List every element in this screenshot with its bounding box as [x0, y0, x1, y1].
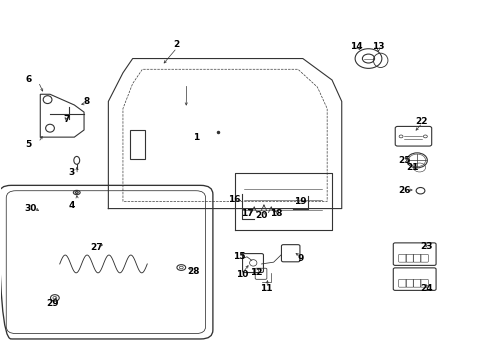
Text: 19: 19 [293, 197, 306, 206]
Text: 30: 30 [24, 204, 37, 213]
Text: 10: 10 [235, 270, 248, 279]
Text: 17: 17 [240, 210, 253, 219]
Text: 4: 4 [68, 201, 75, 210]
Text: 2: 2 [173, 40, 179, 49]
Text: 27: 27 [90, 243, 102, 252]
Text: 26: 26 [398, 186, 410, 195]
Text: 22: 22 [415, 117, 427, 126]
Text: 8: 8 [83, 97, 89, 106]
Text: 9: 9 [297, 254, 303, 263]
Text: 1: 1 [192, 132, 199, 141]
Text: 28: 28 [187, 267, 199, 276]
Text: 6: 6 [25, 76, 31, 85]
Text: 11: 11 [260, 284, 272, 293]
Text: 20: 20 [255, 211, 267, 220]
Text: 5: 5 [25, 140, 31, 149]
Text: 7: 7 [64, 115, 70, 124]
Text: 18: 18 [269, 210, 282, 219]
Text: 16: 16 [228, 195, 241, 204]
Text: 13: 13 [371, 41, 384, 50]
Text: 14: 14 [349, 41, 362, 50]
Text: 15: 15 [233, 252, 245, 261]
Text: 12: 12 [250, 268, 263, 277]
Text: 23: 23 [420, 242, 432, 251]
Text: 21: 21 [405, 163, 418, 172]
Text: 24: 24 [420, 284, 432, 293]
Text: 3: 3 [69, 168, 75, 177]
Text: 29: 29 [46, 299, 59, 308]
Text: 25: 25 [398, 156, 410, 165]
